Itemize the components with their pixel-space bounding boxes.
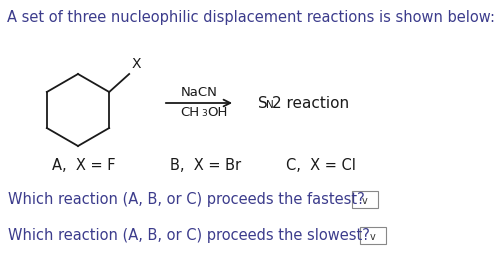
Text: OH: OH bbox=[207, 106, 227, 119]
Text: N: N bbox=[266, 100, 274, 110]
Text: NaCN: NaCN bbox=[181, 86, 217, 99]
Text: v: v bbox=[362, 196, 368, 206]
Text: Which reaction (A, B, or C) proceeds the fastest?: Which reaction (A, B, or C) proceeds the… bbox=[8, 192, 365, 207]
Bar bbox=[360, 227, 386, 244]
Text: A set of three nucleophilic displacement reactions is shown below:: A set of three nucleophilic displacement… bbox=[7, 10, 494, 25]
Text: S: S bbox=[258, 96, 268, 111]
Bar bbox=[352, 191, 378, 208]
Text: Which reaction (A, B, or C) proceeds the slowest?: Which reaction (A, B, or C) proceeds the… bbox=[8, 228, 370, 243]
Text: v: v bbox=[370, 232, 376, 241]
Text: A,  X = F: A, X = F bbox=[52, 158, 116, 173]
Text: X: X bbox=[131, 57, 141, 71]
Text: B,  X = Br: B, X = Br bbox=[170, 158, 241, 173]
Text: CH: CH bbox=[180, 106, 199, 119]
Text: 3: 3 bbox=[201, 109, 207, 118]
Text: C,  X = Cl: C, X = Cl bbox=[286, 158, 356, 173]
Text: 2 reaction: 2 reaction bbox=[272, 96, 349, 111]
